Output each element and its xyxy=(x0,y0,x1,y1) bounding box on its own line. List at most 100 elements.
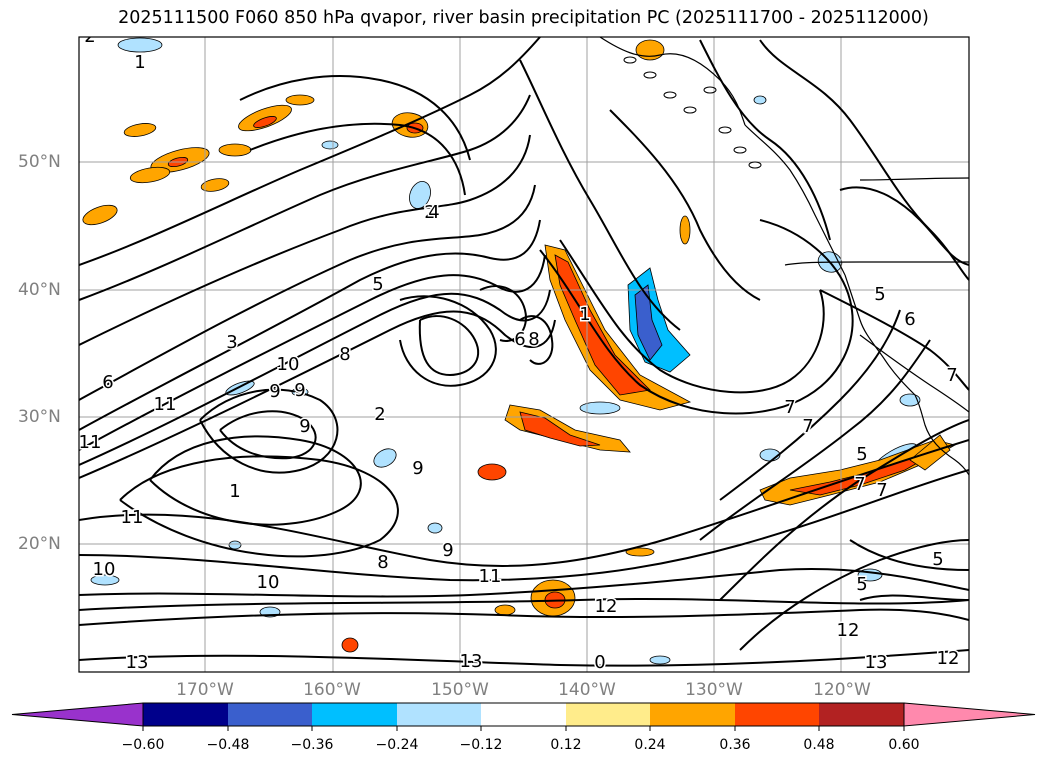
colorbar-extend-high xyxy=(903,702,1036,727)
contour-value-label: 0 xyxy=(594,652,605,673)
contour-value-label: 8 xyxy=(377,552,388,573)
strong-negative-anomaly-band xyxy=(634,284,663,361)
map-frame xyxy=(78,36,970,673)
qvapor-contour-line xyxy=(519,315,554,365)
contour-value-label: 9 xyxy=(299,416,310,437)
qvapor-contour-line xyxy=(79,219,541,431)
qvapor-contour-line xyxy=(739,539,969,651)
positive-anomaly-region xyxy=(200,178,230,192)
qvapor-contour-line xyxy=(418,315,480,377)
colorbar-segment xyxy=(312,703,397,726)
strong-positive-anomaly-region xyxy=(477,463,507,481)
coastline-segment xyxy=(914,394,969,476)
contour-value-label: 11 xyxy=(154,394,177,415)
lon-label-140w: 140°W xyxy=(558,680,616,700)
positive-anomaly-region xyxy=(494,604,516,616)
island-outline xyxy=(683,106,697,114)
coastline-segment xyxy=(784,261,969,266)
qvapor-contour-line xyxy=(819,289,969,391)
qvapor-contour-line xyxy=(399,295,497,387)
island-outline xyxy=(703,86,717,94)
positive-anomaly-band xyxy=(544,244,692,411)
contour-value-label: 12 xyxy=(937,648,960,669)
qvapor-contour-line xyxy=(149,435,362,526)
contour-value-label: 10 xyxy=(277,354,300,375)
lat-label-20n: 20°N xyxy=(18,534,61,554)
lat-label-40n: 40°N xyxy=(18,280,61,300)
colorbar-tick-label: 0.60 xyxy=(888,737,920,753)
lon-label-170w: 170°W xyxy=(176,680,234,700)
qvapor-contour-line xyxy=(719,309,901,501)
contour-value-label: 9 xyxy=(269,381,280,402)
contour-value-label: 1 xyxy=(579,304,590,325)
negative-anomaly-region xyxy=(321,140,339,150)
colorbar-tick-label: −0.36 xyxy=(290,737,334,753)
qvapor-contours xyxy=(79,37,969,667)
qvapor-contour-line xyxy=(119,455,399,558)
graticule xyxy=(79,37,969,672)
strong-positive-anomaly-region xyxy=(253,116,277,128)
island-outline xyxy=(643,71,657,79)
contour-value-label: 7 xyxy=(784,397,795,418)
qvapor-contour-line xyxy=(79,568,969,598)
qvapor-contour-line xyxy=(79,608,969,626)
colorbar-segment xyxy=(566,703,650,726)
contour-value-label: 5 xyxy=(856,444,867,465)
negative-anomaly-region xyxy=(117,37,163,53)
contour-value-label: 9 xyxy=(442,540,453,561)
qvapor-contour-line xyxy=(699,339,931,541)
positive-anomaly-region xyxy=(285,94,315,106)
qvapor-contour-line xyxy=(719,419,969,601)
strong-positive-anomaly-band xyxy=(519,411,601,447)
coastline-segment xyxy=(599,37,746,126)
qvapor-contour-line xyxy=(79,649,969,667)
contour-value-label: 6 xyxy=(514,329,525,350)
qvapor-contour-line xyxy=(199,388,339,474)
coastline-segment xyxy=(744,124,846,276)
negative-anomaly-region xyxy=(90,574,120,586)
colorbar-segment xyxy=(228,703,312,726)
contour-value-label: 1 xyxy=(229,481,240,502)
lon-label-150w: 150°W xyxy=(431,680,489,700)
contour-value-label: 4 xyxy=(428,202,439,223)
contour-value-label: 12 xyxy=(837,620,860,641)
qvapor-contour-line xyxy=(79,254,546,451)
contour-value-label: 3 xyxy=(226,332,237,353)
coastline xyxy=(599,37,969,476)
qvapor-contour-line xyxy=(79,469,969,582)
negative-anomaly-region xyxy=(427,522,443,534)
map-background xyxy=(79,37,969,672)
contour-value-label: 5 xyxy=(874,284,885,305)
figure-title: 2025111500 F060 850 hPa qvapor, river ba… xyxy=(118,8,929,28)
positive-anomaly-region xyxy=(82,204,118,226)
qvapor-contour-line xyxy=(519,59,681,331)
colorbar-segment xyxy=(397,703,481,726)
coastline-segment xyxy=(844,274,916,396)
lon-label-120w: 120°W xyxy=(813,680,871,700)
positive-anomaly-region xyxy=(635,39,665,61)
island-outline xyxy=(718,126,732,134)
lon-label-160w: 160°W xyxy=(303,680,361,700)
contour-value-label: 13 xyxy=(126,652,149,673)
contour-value-label: 9 xyxy=(412,458,423,479)
contour-value-label: 12 xyxy=(595,596,618,617)
qvapor-contour-line xyxy=(79,184,536,401)
contour-value-label: 5 xyxy=(856,574,867,595)
qvapor-contour-line xyxy=(539,219,854,415)
qvapor-contour-line xyxy=(839,186,969,266)
strong-positive-anomaly-region xyxy=(341,637,359,653)
lat-label-50n: 50°N xyxy=(18,152,61,172)
negative-anomaly-region xyxy=(753,95,767,105)
contour-value-label: 5 xyxy=(372,274,383,295)
negative-anomaly-region xyxy=(899,393,921,407)
coastline-segment xyxy=(859,177,969,181)
colorbar-tick-label: −0.60 xyxy=(121,737,165,753)
colorbar-extend-low xyxy=(11,702,144,727)
positive-anomaly-region xyxy=(123,123,157,137)
contour-value-label: 7 xyxy=(854,474,865,495)
negative-anomaly-region xyxy=(409,181,431,209)
contour-value-label: 6 xyxy=(904,309,915,330)
island-outline xyxy=(623,56,637,64)
